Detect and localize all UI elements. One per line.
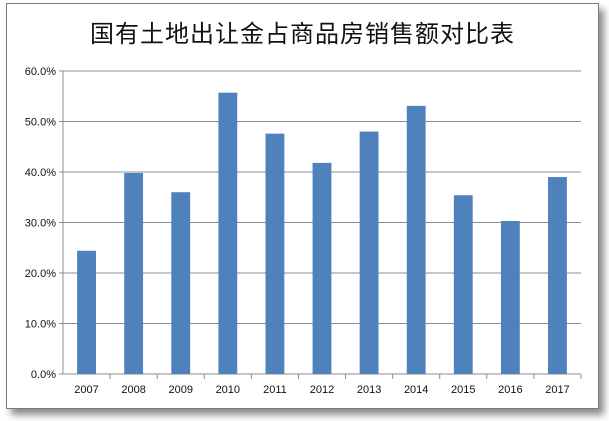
y-tick-label: 0.0% — [31, 369, 56, 381]
x-tick-label: 2012 — [310, 384, 334, 396]
bar-2013 — [359, 131, 379, 374]
y-tick-label: 40.0% — [25, 167, 56, 179]
bar-2009 — [171, 192, 191, 374]
bar-2015 — [453, 195, 473, 374]
x-tick-label: 2013 — [357, 384, 381, 396]
x-tick-label: 2007 — [74, 384, 98, 396]
x-tick-label: 2010 — [216, 384, 240, 396]
bar-2017 — [548, 177, 567, 374]
y-tick-label: 50.0% — [25, 117, 56, 129]
bar-2012 — [312, 162, 332, 374]
y-tick-label: 10.0% — [25, 319, 56, 331]
x-tick-label: 2009 — [168, 384, 192, 396]
bar-2011 — [265, 133, 285, 374]
y-tick-label: 30.0% — [25, 218, 56, 230]
chart-frame: 国有土地出让金占商品房销售额对比表 0.0% 10.0% 20.0% 30.0% 40.… — [6, 3, 599, 409]
plot-area: 0.0% 10.0% 20.0% 30.0% 40.0% 50.0% 60.0% 2007 20… — [25, 66, 582, 396]
bar-2010 — [218, 92, 238, 374]
x-tick-label: 2016 — [498, 384, 522, 396]
y-tick-label: 60.0% — [25, 66, 56, 78]
bar-2016 — [500, 220, 520, 374]
bar-2007 — [77, 250, 96, 374]
bar-2014 — [406, 105, 426, 374]
chart-title: 国有土地出让金占商品房销售额对比表 — [90, 20, 515, 48]
x-tick-label: 2011 — [263, 384, 287, 396]
x-tick-label: 2014 — [404, 384, 428, 396]
x-tick-label: 2015 — [451, 384, 475, 396]
x-tick-label: 2008 — [121, 384, 145, 396]
x-tick-label: 2017 — [545, 384, 569, 396]
y-tick-label: 20.0% — [25, 268, 56, 280]
bar-2008 — [124, 173, 144, 374]
